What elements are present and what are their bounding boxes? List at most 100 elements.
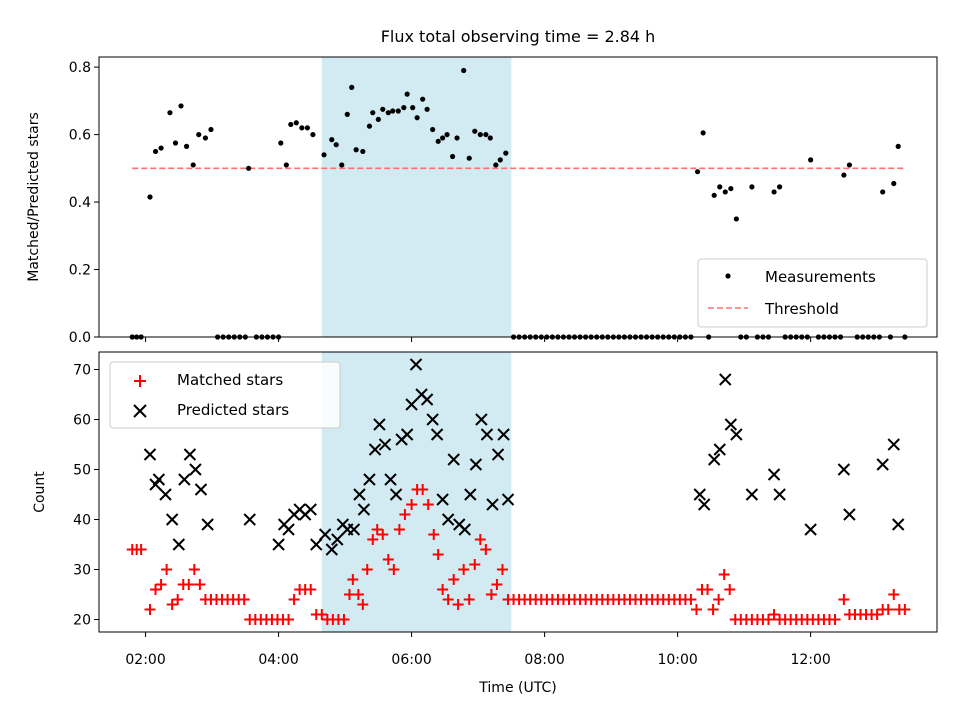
measurement-point bbox=[375, 116, 381, 123]
measurement-point bbox=[329, 137, 335, 143]
matched-star-point bbox=[283, 614, 295, 625]
measurement-point bbox=[700, 130, 706, 136]
measurement-point bbox=[172, 140, 179, 146]
matched-star-point bbox=[382, 554, 394, 565]
top-y-ticks: 0.0 0.2 0.4 0.6 0.8 bbox=[69, 60, 99, 346]
top-x-ticks bbox=[145, 337, 812, 342]
top-shaded-interval bbox=[321, 57, 512, 337]
predicted-star-point bbox=[447, 453, 460, 466]
measurement-point bbox=[158, 145, 164, 151]
matched-star-point bbox=[361, 564, 373, 575]
predicted-star-point bbox=[347, 523, 361, 536]
measurement-point bbox=[310, 131, 316, 138]
predicted-star-point bbox=[189, 463, 202, 476]
measurement-point bbox=[401, 105, 407, 111]
matched-star-point bbox=[377, 529, 389, 540]
measurement-point bbox=[385, 110, 391, 116]
measurement-point bbox=[246, 165, 252, 171]
predicted-star-point bbox=[724, 418, 738, 431]
y-tick-label: 20 bbox=[73, 613, 91, 629]
measurement-point bbox=[208, 126, 214, 133]
matched-star-point bbox=[888, 589, 900, 600]
measurement-point bbox=[414, 115, 420, 121]
y-tick-label: 0.8 bbox=[69, 60, 91, 76]
measurement-point bbox=[293, 120, 299, 126]
measurement-point bbox=[841, 172, 847, 178]
predicted-star-point bbox=[178, 473, 191, 486]
matched-star-point bbox=[690, 604, 702, 615]
matched-star-point bbox=[183, 579, 195, 590]
predicted-star-point bbox=[400, 428, 414, 441]
matched-star-point bbox=[422, 499, 434, 510]
top-panel: 0.00.20.40.60.8 Matched/Predicted stars … bbox=[26, 56, 938, 346]
matched-star-point bbox=[399, 509, 411, 520]
measurement-point bbox=[390, 108, 396, 114]
predicted-star-point bbox=[804, 523, 817, 536]
y-tick-label: 0.0 bbox=[69, 330, 91, 346]
predicted-star-point bbox=[891, 518, 905, 531]
measurement-point bbox=[152, 148, 159, 155]
matched-star-point bbox=[428, 529, 440, 540]
measurement-point bbox=[183, 143, 190, 149]
y-tick-label: 50 bbox=[73, 463, 91, 479]
matched-star-point bbox=[194, 579, 206, 590]
measurement-point bbox=[360, 148, 366, 155]
predicted-star-point bbox=[282, 523, 295, 536]
matched-star-point bbox=[480, 544, 492, 555]
bottom-legend: Matched stars Predicted stars bbox=[109, 361, 341, 429]
measurement-point bbox=[420, 96, 426, 102]
y-tick-label: 0.6 bbox=[69, 128, 91, 144]
measurement-point bbox=[493, 162, 499, 168]
bottom-axes-frame bbox=[98, 351, 938, 633]
measurement-point bbox=[477, 131, 483, 138]
measurement-point bbox=[450, 153, 456, 160]
matched-star-point bbox=[316, 609, 328, 620]
matched-star-point bbox=[166, 599, 178, 610]
measurement-point bbox=[733, 216, 739, 222]
predicted-star-point bbox=[325, 543, 338, 556]
figure-title: Flux total observing time = 2.84 h bbox=[381, 27, 656, 46]
predicted-star-point bbox=[713, 443, 726, 456]
measurement-point bbox=[147, 194, 153, 200]
predicted-star-point bbox=[165, 513, 179, 526]
measurement-point bbox=[339, 162, 345, 168]
measurement-point bbox=[776, 184, 783, 190]
measurement-point bbox=[771, 189, 777, 195]
measurement-point bbox=[288, 121, 294, 128]
predicted-star-point bbox=[304, 503, 317, 516]
matched-star-point bbox=[367, 534, 379, 545]
y-tick-label: 0.4 bbox=[69, 195, 91, 211]
predicted-star-point bbox=[887, 438, 900, 451]
matched-star-point bbox=[485, 589, 497, 600]
matched-star-point bbox=[305, 584, 317, 595]
measurement-point bbox=[304, 125, 310, 131]
x-axis-label: Time (UTC) bbox=[478, 680, 556, 696]
measurement-point bbox=[461, 67, 467, 74]
matched-star-point bbox=[393, 524, 405, 535]
matched-star-point bbox=[707, 604, 719, 615]
x-tick-label: 02:00 bbox=[125, 652, 165, 668]
predicted-star-point bbox=[707, 453, 721, 466]
matched-star-point bbox=[352, 589, 364, 600]
matched-star-point bbox=[347, 574, 359, 585]
measurement-point bbox=[299, 125, 305, 131]
legend-matched-label: Matched stars bbox=[177, 371, 283, 389]
measurement-point bbox=[278, 140, 284, 146]
bottom-y-axis-label: Count bbox=[32, 471, 48, 513]
predicted-star-point bbox=[475, 413, 488, 426]
measurement-point bbox=[466, 155, 472, 161]
matched-star-point bbox=[491, 579, 503, 590]
predicted-star-point bbox=[409, 358, 423, 371]
predicted-star-point bbox=[172, 538, 186, 551]
predicted-star-point bbox=[719, 373, 732, 386]
legend-measurements-marker bbox=[725, 273, 731, 279]
measurement-point bbox=[178, 103, 184, 109]
matched-star-point bbox=[238, 594, 250, 605]
predicted-star-point bbox=[464, 488, 477, 501]
measurement-point bbox=[711, 192, 717, 198]
measurement-point bbox=[344, 111, 350, 117]
y-tick-label: 30 bbox=[73, 563, 91, 579]
predicted-star-point bbox=[436, 493, 449, 506]
measurement-point bbox=[891, 180, 897, 187]
